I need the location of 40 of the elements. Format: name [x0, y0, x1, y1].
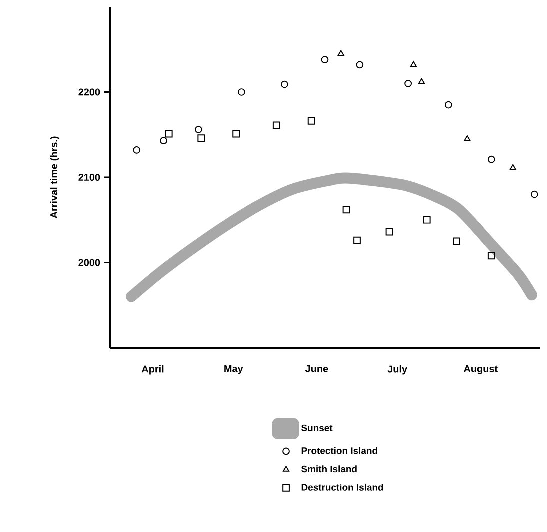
- point: [281, 80, 288, 88]
- point: [410, 61, 417, 68]
- x-tick-label: July: [388, 365, 408, 375]
- point: [133, 146, 141, 154]
- point: [198, 134, 206, 142]
- point: [195, 126, 202, 134]
- point: [404, 80, 412, 88]
- legend-label: Smith Island: [302, 466, 357, 473]
- point: [510, 164, 516, 170]
- point: [342, 206, 350, 214]
- point: [160, 137, 168, 145]
- x-tick-label: April: [142, 365, 164, 375]
- point: [444, 101, 452, 109]
- point: [418, 78, 426, 84]
- y-tick-label: 2000: [78, 259, 100, 266]
- point: [464, 135, 471, 142]
- point: [354, 236, 361, 244]
- y-tick-label: 2100: [78, 174, 100, 182]
- point: [232, 130, 240, 138]
- point: [272, 122, 280, 130]
- x-tick-label: May: [224, 365, 244, 374]
- y-axis-title: Arrival time (hrs.): [50, 136, 60, 218]
- x-tick-label: June: [305, 365, 328, 372]
- point: [356, 61, 364, 69]
- point: [488, 252, 496, 260]
- point: [453, 238, 460, 246]
- point: [386, 228, 394, 236]
- point: [308, 118, 316, 125]
- legend-label: Destruction Island: [302, 484, 384, 491]
- point: [165, 130, 173, 138]
- y-tick-label: 2200: [78, 88, 100, 96]
- x-tick-label: August: [464, 365, 498, 374]
- legend-label: Protection Island: [302, 447, 378, 454]
- point: [238, 88, 246, 96]
- point: [423, 216, 431, 224]
- legend-label: Sunset: [302, 424, 333, 432]
- point: [338, 50, 344, 56]
- point: [488, 156, 496, 164]
- point: [321, 56, 329, 64]
- point: [530, 190, 538, 198]
